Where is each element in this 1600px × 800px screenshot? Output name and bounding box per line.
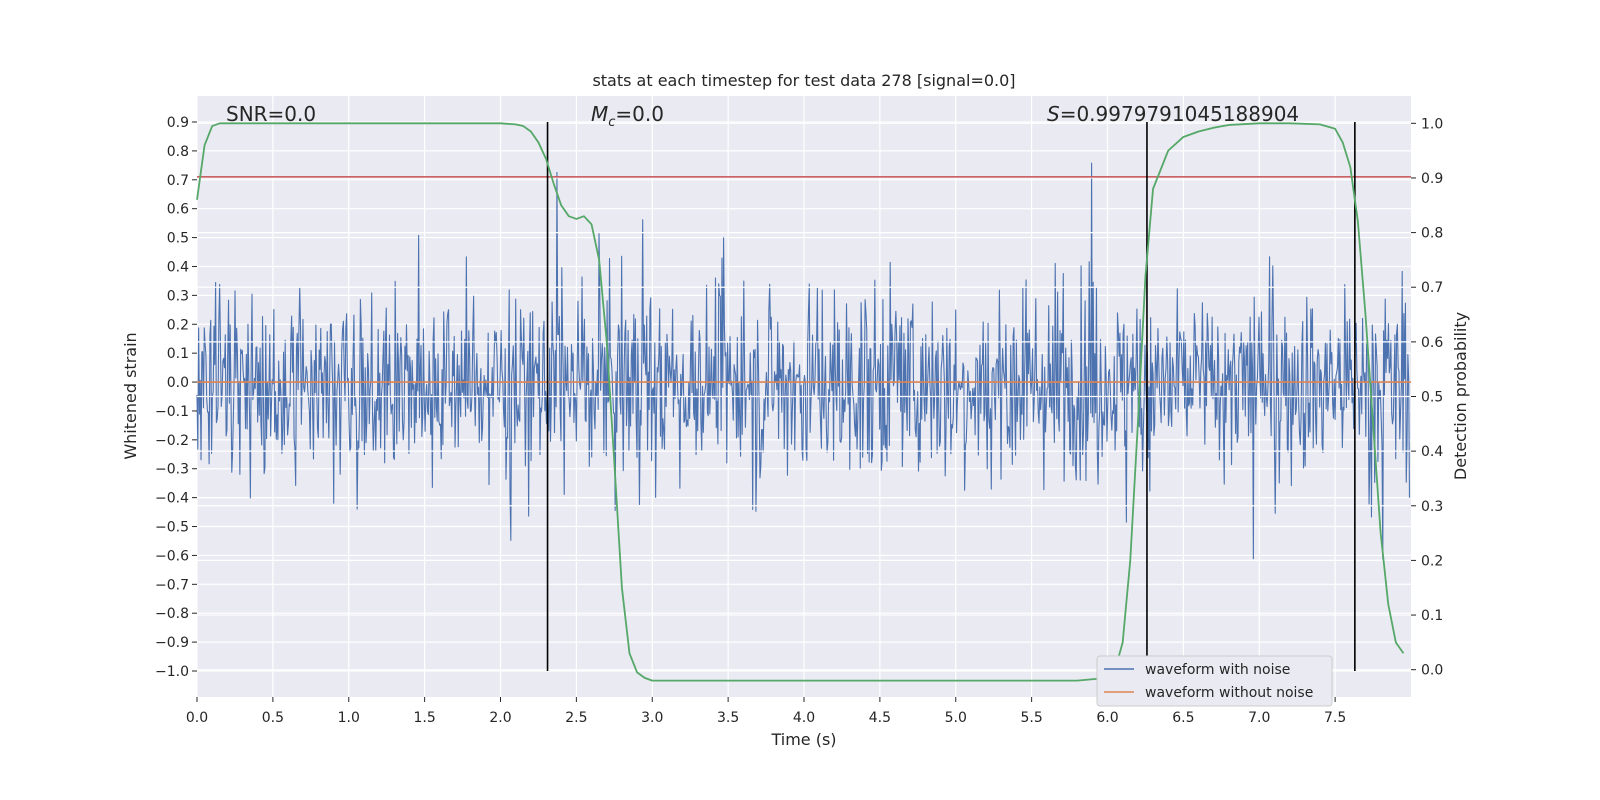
y-axis-label-left: Whitened strain [121,332,140,459]
x-tick-label: 6.0 [1096,710,1118,726]
x-tick-label: 2.0 [489,710,511,726]
detection-probability-line [196,122,1405,682]
y-right-tick-label: 0.5 [1421,390,1443,406]
y-right-tick-label: 0.0 [1421,663,1443,679]
snr-annotation: SNR=0.0 [226,102,316,126]
y-left-tick-label: −0.5 [155,520,189,536]
x-tick-label: 7.0 [1248,710,1270,726]
legend: waveform with noise waveform without noi… [1096,655,1333,707]
x-tick-label: 2.5 [565,710,587,726]
y-left-tick-label: −0.4 [155,491,189,507]
x-tick-label: 4.5 [869,710,891,726]
y-right-tick-label: 0.1 [1421,608,1443,624]
x-tick-label: 0.5 [262,710,284,726]
mc-annotation: Mc=0.0 [591,102,664,130]
noise-waveform-line [196,162,1411,560]
y-left-tick-label: 0.8 [167,144,189,160]
overlay-lines [196,122,1411,682]
x-tick-label: 5.5 [1020,710,1042,726]
x-tick-label: 7.5 [1324,710,1346,726]
y-left-tick-label: −1.0 [155,664,189,680]
waveform-with-noise-series [196,162,1411,560]
y-left-tick-label: 0.7 [167,173,189,189]
axis-ticks: 0.0 0.5 1.0 1.5 2.0 2.5 3.0 3.5 4.0 4.5 5.0 5.5 6.0 6… [155,115,1443,726]
x-tick-label: 4.0 [793,710,815,726]
s-annotation: S=0.9979791045188904 [1047,102,1299,126]
y-right-tick-label: 0.2 [1421,553,1443,569]
legend-box [1096,655,1333,707]
x-axis-label: Time (s) [770,730,836,749]
y-left-tick-label: 0.1 [167,346,189,362]
y-left-tick-label: 0.2 [167,317,189,333]
y-left-tick-label: −0.7 [155,577,189,593]
y-left-tick-label: −0.6 [155,548,189,564]
y-right-tick-label: 0.3 [1421,499,1443,515]
y-axis-label-right: Detection probability [1451,312,1470,480]
y-right-tick-label: 0.6 [1421,335,1443,351]
y-right-tick-label: 0.4 [1421,444,1443,460]
x-tick-label: 1.5 [413,710,435,726]
x-tick-label: 6.5 [1172,710,1194,726]
y-right-tick-label: 1.0 [1421,116,1443,132]
y-left-tick-label: 0.3 [167,288,189,304]
x-tick-label: 1.0 [338,710,360,726]
y-left-tick-label: −0.3 [155,462,189,478]
y-left-tick-label: 0.6 [167,202,189,218]
y-left-tick-label: −0.9 [155,635,189,651]
x-tick-label: 3.5 [717,710,739,726]
y-left-tick-label: −0.8 [155,606,189,622]
x-tick-label: 0.0 [186,710,208,726]
y-right-tick-label: 0.7 [1421,280,1443,296]
y-left-tick-label: 0.9 [167,115,189,131]
y-left-tick-label: 0.4 [167,259,189,275]
legend-label-clean: waveform without noise [1145,685,1313,701]
x-tick-label: 5.0 [945,710,967,726]
x-tick-label: 3.0 [641,710,663,726]
y-right-tick-label: 0.8 [1421,226,1443,242]
y-left-tick-label: 0.0 [167,375,189,391]
y-right-tick-label: 0.9 [1421,171,1443,187]
y-left-tick-label: −0.2 [155,433,189,449]
y-left-tick-label: 0.5 [167,231,189,247]
chart-title: stats at each timestep for test data 278… [592,71,1015,90]
y-left-tick-label: −0.1 [155,404,189,420]
legend-label-noise: waveform with noise [1145,662,1290,678]
